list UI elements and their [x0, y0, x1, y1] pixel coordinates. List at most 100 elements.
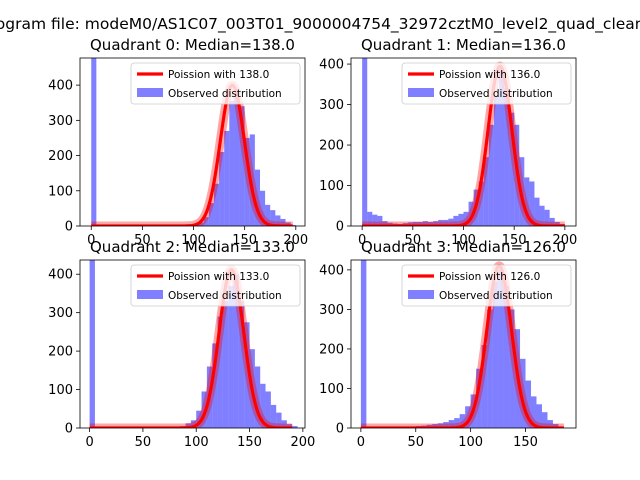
histogram-bar [382, 221, 388, 226]
y-tick-label: 400 [319, 263, 344, 278]
histogram-bar [260, 190, 266, 226]
histogram-bar [428, 221, 434, 226]
plot-area [358, 58, 569, 226]
histogram-bar [547, 420, 553, 428]
panels: 0 50 100 150 200 0 100 200 300 400 Quadrant 0: Med… [48, 36, 577, 450]
histogram-bar [290, 224, 296, 226]
y-tick-label: 300 [48, 306, 73, 321]
histogram-bar [387, 222, 393, 226]
y-tick-label: 400 [319, 58, 344, 73]
histogram-bar [372, 214, 378, 226]
histogram-bar [281, 420, 287, 428]
x-tick-label: 0 [85, 435, 93, 450]
legend-label: Observed distribution [168, 290, 282, 302]
histogram-bar [238, 301, 245, 428]
x-tick-label: 150 [502, 233, 527, 248]
histogram-bar [239, 106, 245, 226]
panel-2: 0 50 100 150 200 0 100 200 300 400 Quadrant 2: Med… [48, 238, 315, 450]
legend-box [130, 264, 301, 307]
axes-frame [350, 259, 577, 429]
histogram-bar [463, 211, 469, 226]
histogram-bar [360, 260, 367, 428]
histogram-bar [488, 124, 494, 226]
poisson-curve [361, 64, 566, 226]
histogram-bar [498, 68, 505, 226]
x-tick-label: 100 [181, 233, 206, 248]
histogram-bar [504, 88, 510, 226]
legend-label: Poission with 138.0 [168, 69, 269, 81]
histogram-bar [481, 344, 488, 428]
histogram-bar [438, 219, 444, 226]
legend-label: Observed distribution [439, 290, 553, 302]
legend-label: Observed distribution [439, 88, 553, 100]
axes-frame [79, 259, 306, 429]
plot-area [87, 58, 297, 226]
legend-label: Poission with 126.0 [439, 271, 540, 283]
x-tick-label: 100 [451, 233, 476, 248]
histogram-bar [541, 412, 548, 428]
histogram-bar [525, 380, 531, 428]
y-tick-label: 400 [48, 79, 73, 94]
histogram-bar [229, 100, 235, 226]
histogram-bar [509, 309, 515, 428]
legend-patch-swatch [137, 290, 163, 299]
panel-title: Quadrant 3: Median=126.0 [361, 238, 566, 256]
histogram-bar [265, 204, 271, 226]
legend-label: Poission with 136.0 [439, 69, 540, 81]
y-tick-label: 300 [319, 98, 344, 113]
histogram-bar [448, 218, 454, 226]
histogram-bar [367, 211, 373, 226]
histogram-bar [244, 137, 250, 226]
legend-box [130, 62, 301, 105]
x-tick-label: 50 [135, 435, 152, 450]
panel-title: Quadrant 0: Median=138.0 [90, 36, 295, 54]
legend: Poission with 133.0 Observed distribution [130, 264, 301, 307]
legend-patch-swatch [137, 88, 163, 97]
panel-title: Quadrant 2: Median=133.0 [90, 238, 295, 256]
histogram-bar [190, 420, 197, 428]
histogram-bar [254, 169, 260, 226]
histogram-bar [286, 424, 293, 428]
x-tick-label: 150 [513, 435, 538, 450]
histogram-bar [292, 426, 298, 428]
x-tick-label: 200 [290, 435, 315, 450]
panel-3: 0 50 100 150 0 100 200 300 400 Quadrant 3: Median… [319, 238, 577, 450]
y-tick-label: 300 [48, 114, 73, 129]
histogram-bar [407, 222, 413, 226]
histogram-bar [443, 219, 449, 226]
y-tick-label: 100 [48, 383, 73, 398]
histogram-bar [437, 423, 444, 428]
histogram-bar [433, 221, 439, 226]
y-tick-label: 400 [48, 268, 73, 283]
poisson-curve [89, 268, 293, 428]
y-tick-label: 200 [48, 149, 73, 164]
histogram-bar [544, 209, 550, 226]
histogram-bar [524, 177, 530, 226]
y-tick-label: 200 [319, 139, 344, 154]
x-tick-label: 0 [358, 233, 366, 248]
histogram-bar [265, 391, 271, 428]
histogram-bar [520, 358, 526, 428]
histogram-bar [276, 412, 282, 428]
legend-patch-swatch [408, 290, 434, 299]
histogram-bar [422, 221, 429, 226]
histogram-bar [468, 201, 474, 226]
histogram-bar [534, 197, 540, 226]
x-tick-label: 100 [184, 435, 209, 450]
histogram-bar [222, 301, 229, 428]
legend: Poission with 136.0 Observed distribution [401, 62, 572, 105]
histogram-bar [448, 420, 455, 428]
panel-1: 0 50 100 150 200 0 100 200 300 400 Quadrant 1: Med… [319, 36, 577, 248]
histogram-bar [483, 157, 489, 226]
histogram-bar [196, 410, 202, 428]
y-tick-label: 200 [319, 342, 344, 357]
histogram-bar [478, 181, 484, 226]
legend-patch-swatch [408, 88, 434, 97]
histogram-bar [454, 418, 460, 428]
histogram-bar [453, 215, 459, 226]
poisson-curve [360, 264, 565, 428]
x-tick-label: 50 [405, 233, 422, 248]
histogram-bar [362, 58, 368, 226]
histogram-bar [487, 309, 493, 428]
histogram-bar [465, 406, 471, 428]
